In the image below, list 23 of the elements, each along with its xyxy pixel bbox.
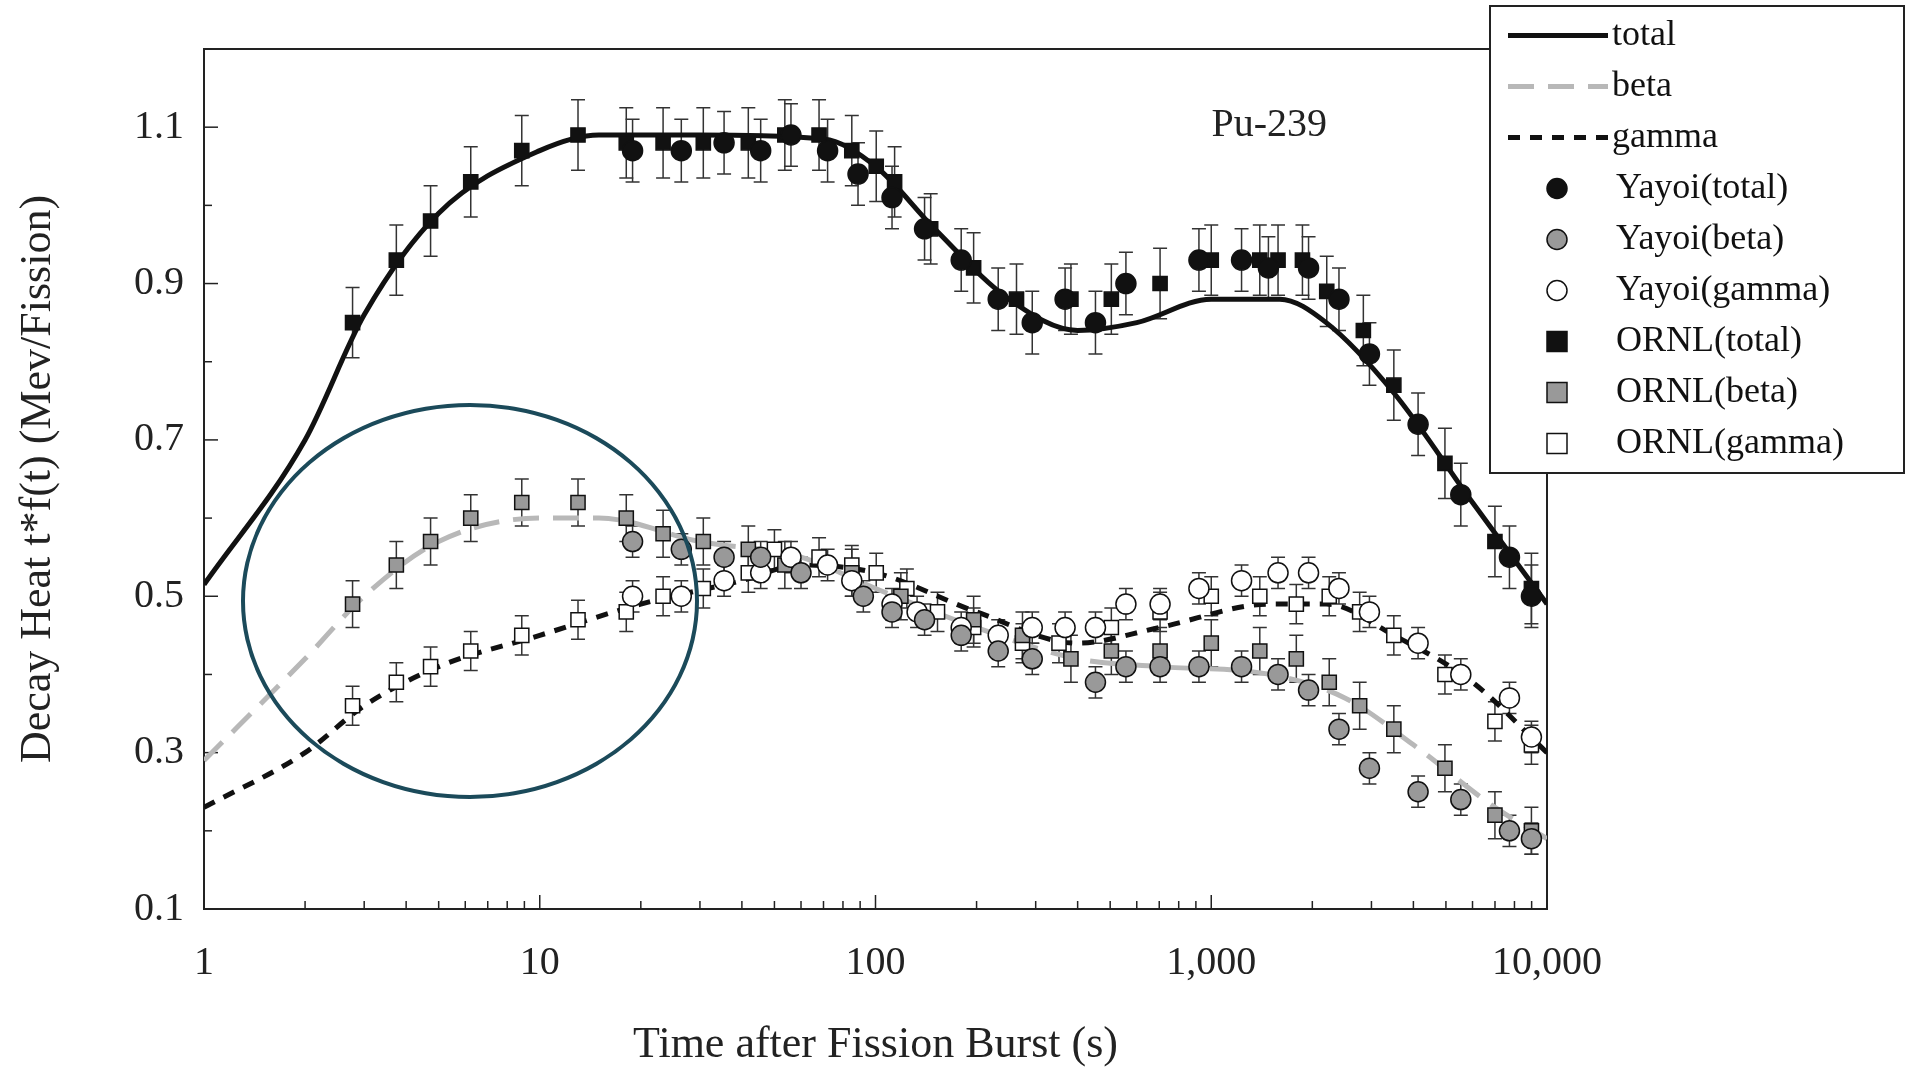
y-tick-label: 1.1 xyxy=(134,101,184,147)
legend-label: gamma xyxy=(1612,114,1718,155)
x-tick-label: 10 xyxy=(519,937,560,983)
annotation: Pu-239 xyxy=(1211,99,1327,145)
legend-label: ORNL(total) xyxy=(1616,318,1802,359)
legend-label: Yayoi(total) xyxy=(1616,165,1789,206)
legend-label: Yayoi(gamma) xyxy=(1616,267,1831,308)
y-tick-label: 0.1 xyxy=(134,883,184,929)
y-axis-title: Decay Heat t*f(t) (Mev/Fission) xyxy=(10,194,60,764)
y-tick-label: 0.3 xyxy=(134,727,184,773)
legend-label: ORNL(beta) xyxy=(1616,369,1798,410)
y-tick-label: 0.5 xyxy=(134,570,184,616)
y-tick-label: 0.7 xyxy=(134,414,184,460)
x-tick-label: 100 xyxy=(845,937,906,983)
legend-label: Yayoi(beta) xyxy=(1616,216,1785,257)
x-tick-label: 10,000 xyxy=(1492,937,1602,983)
legend-label: beta xyxy=(1612,63,1672,104)
legend-label: ORNL(gamma) xyxy=(1616,420,1844,461)
x-tick-label: 1,000 xyxy=(1166,937,1257,983)
y-tick-label: 0.9 xyxy=(134,258,184,304)
x-tick-label: 1 xyxy=(194,937,214,983)
x-axis-title: Time after Fission Burst (s) xyxy=(633,1018,1118,1068)
legend-label: total xyxy=(1612,12,1676,53)
